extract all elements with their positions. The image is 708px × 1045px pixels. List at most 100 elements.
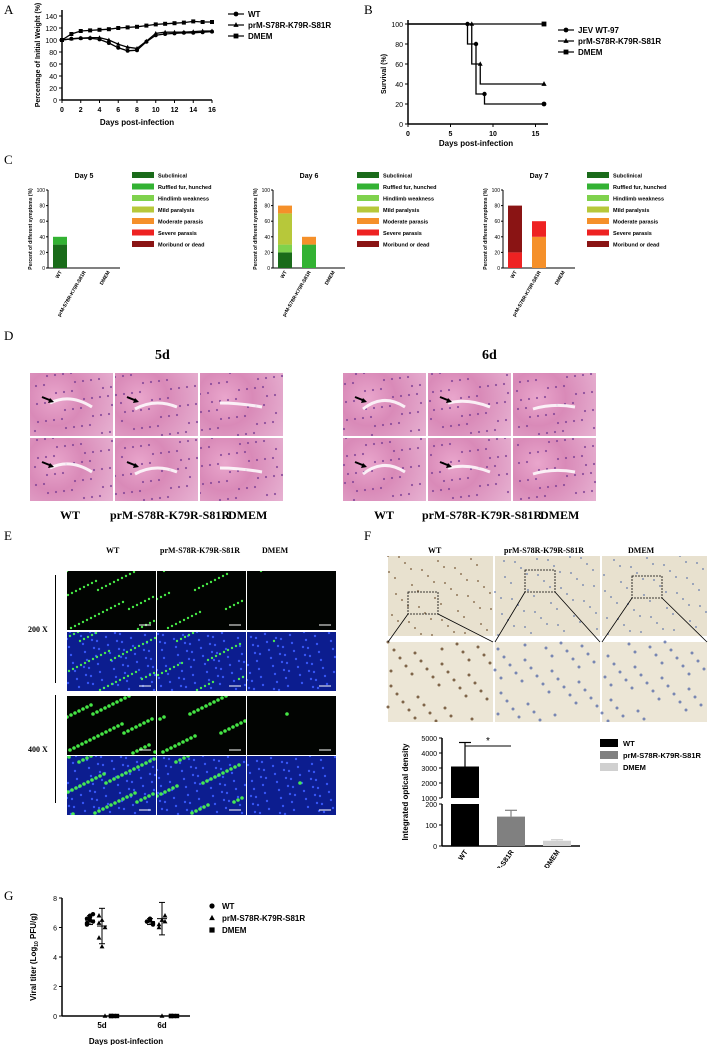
cell-dot xyxy=(557,624,559,626)
data-point xyxy=(200,20,205,24)
bar xyxy=(543,840,571,846)
cell-dot xyxy=(494,591,496,593)
zoom-box xyxy=(524,569,556,593)
cell-dot xyxy=(488,661,492,665)
cell-dot xyxy=(523,643,527,647)
cell-dot xyxy=(458,686,462,690)
x-axis-label: Days post-infection xyxy=(439,139,513,148)
stacked-bar xyxy=(278,252,292,268)
cell-dot xyxy=(401,599,403,601)
cell-dot xyxy=(550,669,554,673)
histology-image xyxy=(343,373,426,436)
cell-dot xyxy=(473,601,475,603)
legend-marker xyxy=(209,927,215,933)
cell-dot xyxy=(583,600,585,602)
histology-image xyxy=(428,438,511,501)
cell-dot xyxy=(410,672,414,676)
legend-swatch xyxy=(132,183,154,190)
cell-dot xyxy=(395,692,399,696)
data-point xyxy=(174,1013,180,1019)
data-point xyxy=(191,19,196,24)
cell-dot xyxy=(467,673,471,677)
chart-title: Day 7 xyxy=(530,173,549,180)
legend-label: Moderate parasis xyxy=(613,220,658,226)
cell-dot xyxy=(550,602,552,604)
cell-dot xyxy=(464,694,468,698)
survival-chart: 0 20 40 60 80 100 0 5 10 15 Days post-infection Sur… xyxy=(381,20,661,148)
panel-e-col-mut: prM-S78R-K79R-S81R xyxy=(160,546,240,555)
cell-dot xyxy=(470,717,474,721)
cell-dot xyxy=(485,697,489,701)
cell-dot xyxy=(574,701,578,705)
cell-dot xyxy=(654,653,658,657)
y-tick-label: 0 xyxy=(42,266,45,272)
cell-dot xyxy=(455,642,459,646)
y-tick-label: 60 xyxy=(39,219,45,225)
cell-dot xyxy=(477,580,479,582)
cell-dot xyxy=(431,634,433,636)
legend-label: Moderate parasis xyxy=(158,220,203,226)
cell-dot xyxy=(470,558,472,560)
cell-dot xyxy=(649,600,651,602)
cell-dot xyxy=(501,613,503,615)
cell-dot xyxy=(421,569,423,571)
legend-marker xyxy=(233,22,239,27)
cell-dot xyxy=(444,582,446,584)
cell-dot xyxy=(603,675,607,679)
cell-dot xyxy=(440,647,444,651)
y-axis-label-subscript: 10 xyxy=(34,941,40,947)
y-tick-label: 5000 xyxy=(421,736,437,743)
data-point xyxy=(163,21,168,26)
y-axis-label: Survival (%) xyxy=(381,54,388,94)
ihc-image-high-mag xyxy=(602,642,707,722)
panel-f-col-mut: prM-S78R-K79R-S81R xyxy=(504,546,584,555)
cell-dot xyxy=(446,670,450,674)
cell-dot xyxy=(517,715,521,719)
cell-dot xyxy=(411,584,413,586)
legend-marker xyxy=(563,38,569,43)
data-point xyxy=(482,91,487,97)
bar-upper xyxy=(451,766,479,798)
cell-dot xyxy=(486,629,488,631)
cell-dot xyxy=(577,665,581,669)
cell-dot xyxy=(467,658,471,662)
cell-dot xyxy=(656,622,658,624)
legend-swatch xyxy=(587,229,609,236)
data-point xyxy=(200,28,205,33)
data-point xyxy=(96,935,102,940)
legend-label: Subclinical xyxy=(383,174,413,180)
cell-dot xyxy=(431,675,435,679)
cell-dot xyxy=(499,676,503,680)
data-point xyxy=(69,36,74,41)
cell-dot xyxy=(702,667,706,671)
cell-dot xyxy=(639,615,641,617)
fluorescence-image xyxy=(67,756,156,815)
panel-d-label-mut-right: prM-S78R-K79R-S81R xyxy=(422,508,542,522)
y-tick-label: 20 xyxy=(494,250,500,256)
data-point xyxy=(106,41,111,45)
cell-dot xyxy=(696,562,698,564)
legend-label: Moribund or dead xyxy=(383,243,429,249)
cell-dot xyxy=(699,605,701,607)
cell-dot xyxy=(504,576,506,578)
cell-dot xyxy=(583,688,587,692)
y-axis-label: Percentage of Initial Weight (%) xyxy=(35,3,42,108)
cell-dot xyxy=(603,574,605,576)
cell-dot xyxy=(678,700,682,704)
cell-dot xyxy=(502,655,506,659)
data-point xyxy=(153,22,158,27)
y-tick-label: 8 xyxy=(53,896,57,903)
legend-swatch xyxy=(587,195,609,201)
cell-dot xyxy=(490,608,492,610)
cell-dot xyxy=(642,717,646,721)
x-tick-label: 8 xyxy=(135,107,139,114)
zoom-line xyxy=(494,591,526,643)
cell-dot xyxy=(437,560,439,562)
legend-label: Mild paralysis xyxy=(158,208,194,214)
cell-dot xyxy=(568,693,572,697)
cell-dot xyxy=(559,571,561,573)
cell-dot xyxy=(476,564,478,566)
cell-dot xyxy=(440,662,444,666)
